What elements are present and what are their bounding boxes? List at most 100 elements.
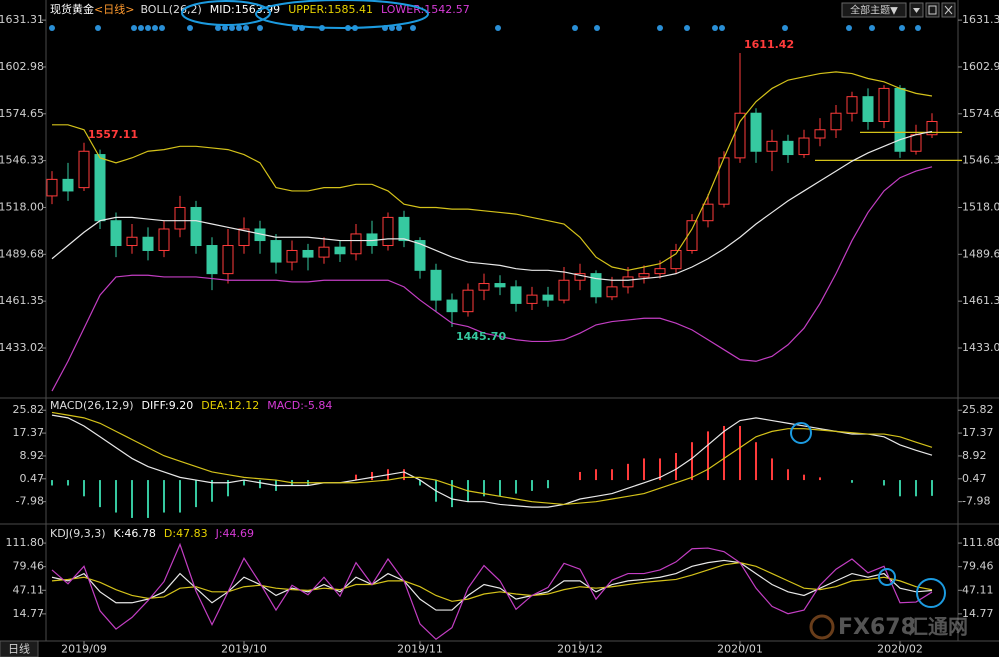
candle-body (174, 206, 186, 230)
y-tick-label-right: 17.37 (962, 426, 994, 439)
candle-body (590, 273, 602, 298)
event-dot (49, 25, 55, 31)
candle-body (798, 137, 810, 156)
event-dot (236, 25, 242, 31)
watermark-brand: FX678 (838, 615, 916, 640)
candle-body (894, 87, 906, 152)
y-tick-label-right: 0.47 (962, 472, 987, 485)
y-tick-label: 111.80 (6, 536, 45, 549)
candle-body (606, 286, 618, 298)
candle-body (46, 178, 58, 197)
y-tick-label: 25.82 (13, 403, 45, 416)
legend-item: D:47.83 (164, 527, 208, 540)
y-tick-label-right: -7.98 (962, 495, 990, 508)
y-tick-label-right: 14.77 (962, 607, 994, 620)
candle-body (414, 240, 426, 271)
candle-body (190, 206, 202, 247)
x-tick-label: 2019/09 (61, 643, 107, 656)
indicator-line (51, 166, 933, 392)
candle-body (110, 220, 122, 247)
theme-button[interactable] (841, 2, 907, 18)
y-tick-label-right: 25.82 (962, 403, 994, 416)
candle-body (878, 87, 890, 122)
legend-item: BOLL(26,2) (140, 3, 201, 16)
event-dot (846, 25, 852, 31)
event-dot (187, 25, 193, 31)
toolbar: 全部主题▼ (841, 2, 956, 18)
y-tick-label-right: 8.92 (962, 449, 987, 462)
period-tab[interactable] (0, 640, 39, 657)
candle-body (862, 96, 874, 122)
event-dot (95, 25, 101, 31)
theme-button-label[interactable]: 全部主题▼ (850, 4, 898, 17)
candle-body (334, 246, 346, 255)
y-tick-label: 1546.33 (0, 154, 44, 167)
candle-body (622, 276, 634, 288)
y-tick-label: 0.47 (20, 472, 45, 485)
candle-body (62, 178, 74, 192)
event-dot (899, 25, 905, 31)
candle-body (926, 120, 938, 136)
candle-body (830, 112, 842, 131)
event-dot (657, 25, 663, 31)
event-dot (229, 25, 235, 31)
y-tick-label-right: 1631.31 (962, 13, 999, 26)
x-tick-label: 2019/10 (221, 643, 267, 656)
event-dot (594, 25, 600, 31)
event-dot (915, 25, 921, 31)
indicator-line (51, 130, 933, 281)
candle-body (750, 112, 762, 152)
candle-body (654, 268, 666, 275)
candle-body (126, 236, 138, 247)
x-tick-label: 2019/11 (397, 643, 443, 656)
candle-body (766, 140, 778, 152)
y-tick-label: 1631.31 (0, 13, 44, 26)
y-tick-label: 1489.68 (0, 247, 44, 260)
event-dot (159, 25, 165, 31)
candle-body (270, 240, 282, 263)
event-dot (257, 25, 263, 31)
watermark-name: 汇通网 (908, 615, 968, 639)
legend-item: DEA:12.12 (201, 399, 259, 412)
y-tick-label-right: 1461.35 (962, 294, 999, 307)
watermark: FX678 汇通网 (809, 614, 968, 640)
candle-body (318, 246, 330, 258)
candle-body (430, 269, 442, 301)
y-tick-label-right: 79.46 (962, 560, 994, 573)
y-tick-label-right: 1602.98 (962, 60, 999, 73)
restore-icon (928, 5, 937, 15)
y-tick-label: 47.11 (13, 583, 45, 596)
y-tick-label-right: 111.80 (962, 536, 999, 549)
price-annotation: 1611.42 (744, 38, 794, 51)
candle-body (574, 273, 586, 281)
period-tab-label[interactable]: 日线 (8, 642, 30, 656)
indicator-line (51, 542, 933, 641)
menu-icon (913, 8, 920, 13)
candle-body (94, 154, 106, 222)
event-dot (712, 25, 718, 31)
candle-body (462, 289, 474, 313)
candle-body (206, 245, 218, 275)
event-dot (495, 25, 501, 31)
event-dot (782, 25, 788, 31)
price-annotation: 1445.70 (456, 330, 506, 343)
event-dot (410, 25, 416, 31)
close-icon (944, 5, 953, 15)
legend-item: DIFF:9.20 (142, 399, 194, 412)
y-tick-label: 1574.65 (0, 107, 44, 120)
candle-body (734, 112, 746, 159)
candle-body (286, 249, 298, 263)
candle-body (398, 216, 410, 242)
candle-body (910, 134, 922, 152)
event-dot (684, 25, 690, 31)
y-tick-label: 1518.00 (0, 200, 44, 213)
candle-body (158, 228, 170, 251)
candle-body (494, 283, 506, 288)
y-tick-label: 1433.02 (0, 341, 44, 354)
y-tick-label: 79.46 (13, 560, 45, 573)
restore-button[interactable] (925, 2, 940, 18)
candle-body (222, 245, 234, 275)
candle-body (478, 283, 490, 291)
event-dot (222, 25, 228, 31)
